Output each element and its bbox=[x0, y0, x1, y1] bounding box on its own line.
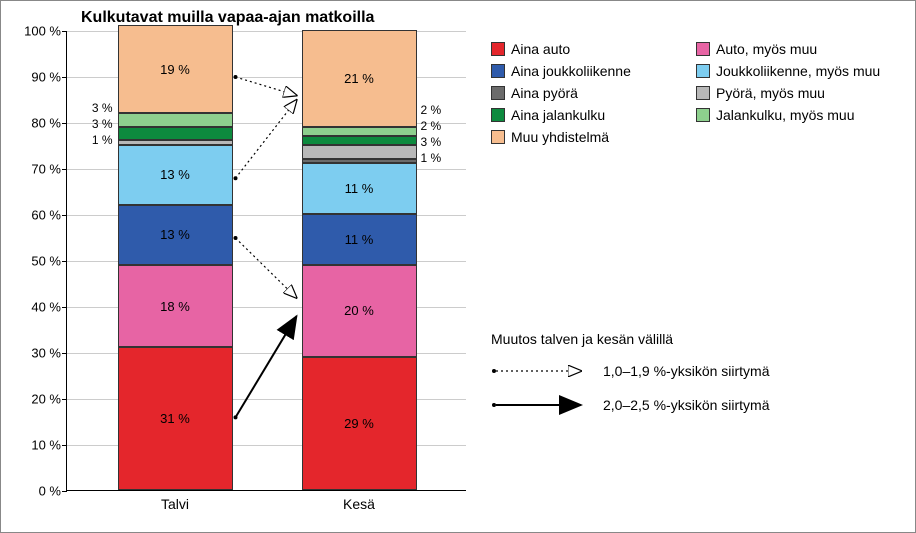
stacked-bar: 31 %18 %13 %13 %19 % bbox=[118, 30, 233, 490]
y-tick-label: 60 % bbox=[12, 208, 67, 223]
legend: Aina auto Auto, myös muu Aina joukkoliiken… bbox=[491, 41, 901, 151]
bar-segment-label-outside: 3 % bbox=[92, 117, 113, 131]
legend-label: Aina pyörä bbox=[511, 85, 578, 101]
bar-segment: 13 % bbox=[118, 205, 233, 265]
legend-swatch bbox=[491, 86, 505, 100]
legend-label: Aina joukkoliikenne bbox=[511, 63, 631, 79]
bar-segment bbox=[118, 140, 233, 145]
bar-segment bbox=[118, 127, 233, 141]
legend-item: Joukkoliikenne, myös muu bbox=[696, 63, 901, 79]
bar-segment: 21 % bbox=[302, 30, 417, 127]
arrows-section-title: Muutos talven ja kesän välillä bbox=[491, 331, 901, 347]
bar-segment-label-outside: 1 % bbox=[421, 151, 442, 165]
y-tick-label: 50 % bbox=[12, 254, 67, 269]
y-tick-label: 30 % bbox=[12, 346, 67, 361]
legend-swatch bbox=[696, 64, 710, 78]
y-tick-label: 70 % bbox=[12, 162, 67, 177]
x-category-label: Kesä bbox=[302, 490, 417, 512]
legend-swatch bbox=[696, 108, 710, 122]
chart-container: Kulkutavat muilla vapaa-ajan matkoilla 0… bbox=[0, 0, 916, 533]
arrow-legend-item: 2,0–2,5 %-yksikön siirtymä bbox=[491, 395, 901, 415]
arrow-legend-label: 2,0–2,5 %-yksikön siirtymä bbox=[603, 397, 770, 413]
legend-swatch bbox=[491, 130, 505, 144]
bar-segment: 11 % bbox=[302, 163, 417, 214]
legend-label: Aina auto bbox=[511, 41, 570, 57]
legend-item: Aina joukkoliikenne bbox=[491, 63, 696, 79]
legend-item: Pyörä, myös muu bbox=[696, 85, 901, 101]
bar-segment bbox=[302, 127, 417, 136]
legend-label: Jalankulku, myös muu bbox=[716, 107, 855, 123]
arrow-legend-label: 1,0–1,9 %-yksikön siirtymä bbox=[603, 363, 770, 379]
legend-label: Muu yhdistelmä bbox=[511, 129, 609, 145]
legend-swatch bbox=[696, 86, 710, 100]
plot-area: 0 %10 %20 %30 %40 %50 %60 %70 %80 %90 %1… bbox=[66, 31, 466, 491]
y-tick-label: 80 % bbox=[12, 116, 67, 131]
bar-segment-label-outside: 3 % bbox=[92, 101, 113, 115]
bar-segment-label-outside: 2 % bbox=[421, 103, 442, 117]
bar-segment: 20 % bbox=[302, 265, 417, 357]
y-tick-label: 0 % bbox=[12, 484, 67, 499]
x-category-label: Talvi bbox=[118, 490, 233, 512]
y-tick-label: 100 % bbox=[12, 24, 67, 39]
bar-segment: 18 % bbox=[118, 265, 233, 348]
bar-segment: 13 % bbox=[118, 145, 233, 205]
legend-swatch bbox=[696, 42, 710, 56]
bar-segment: 31 % bbox=[118, 347, 233, 490]
bar-segment bbox=[302, 145, 417, 159]
legend-swatch bbox=[491, 108, 505, 122]
y-tick-label: 10 % bbox=[12, 438, 67, 453]
bar-segment bbox=[302, 136, 417, 145]
bar-segment-label-outside: 3 % bbox=[421, 135, 442, 149]
legend-label: Pyörä, myös muu bbox=[716, 85, 825, 101]
arrow-legend-item: 1,0–1,9 %-yksikön siirtymä bbox=[491, 361, 901, 381]
legend-label: Auto, myös muu bbox=[716, 41, 817, 57]
bar-segment: 19 % bbox=[118, 25, 233, 112]
bar-segment bbox=[118, 113, 233, 127]
legend-label: Aina jalankulku bbox=[511, 107, 605, 123]
bar-segment bbox=[302, 159, 417, 164]
legend-label: Joukkoliikenne, myös muu bbox=[716, 63, 880, 79]
legend-item: Aina jalankulku bbox=[491, 107, 696, 123]
chart-title: Kulkutavat muilla vapaa-ajan matkoilla bbox=[81, 9, 374, 27]
legend-item: Auto, myös muu bbox=[696, 41, 901, 57]
y-tick-label: 90 % bbox=[12, 70, 67, 85]
stacked-bar: 29 %20 %11 %11 %21 % bbox=[302, 30, 417, 490]
bar-segment-label-outside: 2 % bbox=[421, 119, 442, 133]
arrows-legend-section: Muutos talven ja kesän välillä 1,0–1,9 %… bbox=[491, 331, 901, 429]
bar-segment: 11 % bbox=[302, 214, 417, 265]
legend-item: Aina auto bbox=[491, 41, 696, 57]
legend-swatch bbox=[491, 64, 505, 78]
bar-segment: 29 % bbox=[302, 357, 417, 490]
bar-segment-label-outside: 1 % bbox=[92, 133, 113, 147]
legend-swatch bbox=[491, 42, 505, 56]
legend-item: Aina pyörä bbox=[491, 85, 696, 101]
y-tick-label: 20 % bbox=[12, 392, 67, 407]
legend-item: Jalankulku, myös muu bbox=[696, 107, 901, 123]
legend-item: Muu yhdistelmä bbox=[491, 129, 696, 145]
y-tick-label: 40 % bbox=[12, 300, 67, 315]
